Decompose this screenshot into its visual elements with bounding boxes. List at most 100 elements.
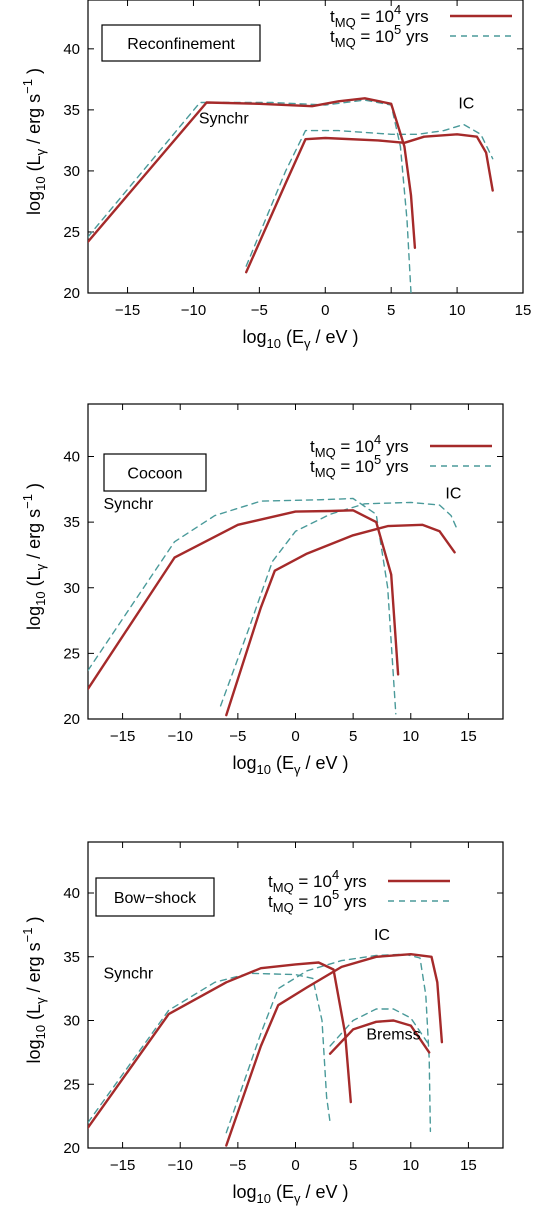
panel-title-box: [95, 877, 215, 917]
annotation-synchr: Synchr: [103, 496, 153, 513]
x-tick-label: −10: [167, 1157, 192, 1174]
text-part: MQ: [273, 900, 294, 915]
x-tick-label: −5: [229, 728, 246, 745]
text-part: t: [330, 7, 335, 26]
x-axis-label: log10 (Eγ / eV ): [242, 327, 358, 351]
x-tick-label: 0: [291, 728, 299, 745]
y-axis-label: log10 (Lγ / erg s−1 ): [20, 68, 48, 215]
text-part: γ: [294, 762, 301, 777]
y-tick-label: 30: [63, 580, 80, 597]
x-tick-label: 10: [449, 302, 466, 319]
text-part: −1: [20, 79, 35, 94]
text-part: γ: [33, 148, 48, 155]
text-part: = 10: [336, 457, 374, 476]
x-tick-label: 5: [349, 728, 357, 745]
y-tick-label: 30: [63, 1013, 80, 1030]
text-part: 10: [33, 176, 48, 190]
plot-frame: [87, 0, 524, 294]
text-part: 10: [267, 336, 281, 351]
text-part: log: [24, 191, 44, 215]
legend-entry-1: tMQ = 104 yrs: [310, 432, 409, 460]
y-tick-label: 25: [63, 1076, 80, 1093]
legend-entry-2: tMQ = 105 yrs: [330, 22, 429, 50]
text-part: 10: [33, 591, 48, 605]
text-part: 10: [33, 1025, 48, 1039]
text-part: (E: [271, 753, 294, 773]
annotation-bremss: Bremss: [366, 1027, 420, 1044]
text-part: γ: [33, 563, 48, 570]
x-tick-label: −15: [115, 302, 140, 319]
text-part: 5: [394, 22, 401, 37]
x-tick-label: −10: [181, 302, 206, 319]
annotation-synchr: Synchr: [199, 110, 249, 127]
series-line-ic-dashed: [245, 123, 494, 267]
text-part: 5: [374, 452, 381, 467]
text-part: / eV ): [301, 753, 349, 773]
x-tick-label: 0: [291, 1157, 299, 1174]
text-part: / eV ): [301, 1182, 349, 1202]
annotation-ic: IC: [374, 927, 390, 944]
y-tick-label: 30: [63, 163, 80, 180]
text-part: ): [24, 917, 44, 928]
panel-title: Bow−shock: [114, 890, 197, 907]
text-part: log: [232, 753, 256, 773]
y-tick-label: 35: [63, 102, 80, 119]
text-part: t: [268, 872, 273, 891]
x-tick-label: 15: [460, 1157, 477, 1174]
text-part: γ: [304, 336, 311, 351]
panel-title-box: [103, 453, 207, 492]
series-line-ic-solid: [225, 953, 444, 1147]
x-axis-label: log10 (Eγ / eV ): [232, 1182, 348, 1206]
x-tick-label: 15: [460, 728, 477, 745]
x-tick-label: −5: [229, 1157, 246, 1174]
text-part: = 10: [294, 872, 332, 891]
x-tick-label: 10: [402, 728, 419, 745]
text-part: yrs: [401, 7, 428, 26]
panel-title-box: [101, 24, 261, 62]
y-tick-label: 35: [63, 949, 80, 966]
legend-entry-2: tMQ = 105 yrs: [310, 452, 409, 480]
text-part: MQ: [315, 445, 336, 460]
legend-entry-2: tMQ = 105 yrs: [268, 887, 367, 915]
y-axis-label: log10 (Lγ / erg s−1 ): [20, 483, 48, 630]
text-part: ): [24, 483, 44, 494]
text-part: MQ: [315, 465, 336, 480]
text-part: γ: [294, 1191, 301, 1206]
x-tick-label: 5: [387, 302, 395, 319]
y-tick-label: 40: [63, 41, 80, 58]
y-tick-label: 20: [63, 711, 80, 728]
series-line-bremss-solid: [328, 1019, 431, 1055]
series-line-synchr-solid: [88, 509, 400, 690]
series-line-synchr-dashed: [88, 972, 331, 1124]
series-line-synchr-solid: [88, 97, 417, 249]
x-tick-label: 5: [349, 1157, 357, 1174]
text-part: −1: [20, 928, 35, 943]
x-tick-label: 15: [515, 302, 532, 319]
text-part: = 10: [294, 892, 332, 911]
text-part: yrs: [381, 457, 408, 476]
series-line-ic-dashed: [225, 953, 432, 1134]
series-line-bremss-dashed: [329, 1008, 429, 1047]
plot-frame: [87, 403, 504, 720]
text-part: (E: [271, 1182, 294, 1202]
text-part: MQ: [273, 880, 294, 895]
x-tick-label: −15: [110, 728, 135, 745]
series-line-ic-solid: [245, 133, 494, 274]
text-part: / erg s: [24, 942, 44, 997]
x-tick-label: 0: [321, 302, 329, 319]
annotation-ic: IC: [458, 96, 474, 113]
text-part: yrs: [339, 872, 366, 891]
text-part: (L: [24, 1004, 44, 1025]
text-part: log: [232, 1182, 256, 1202]
series-line-synchr-solid: [88, 961, 352, 1129]
text-part: t: [310, 437, 315, 456]
text-part: 10: [257, 762, 271, 777]
text-part: = 10: [336, 437, 374, 456]
text-part: γ: [33, 997, 48, 1004]
y-tick-label: 40: [63, 449, 80, 466]
annotation-synchr: Synchr: [103, 965, 153, 982]
y-tick-label: 25: [63, 224, 80, 241]
